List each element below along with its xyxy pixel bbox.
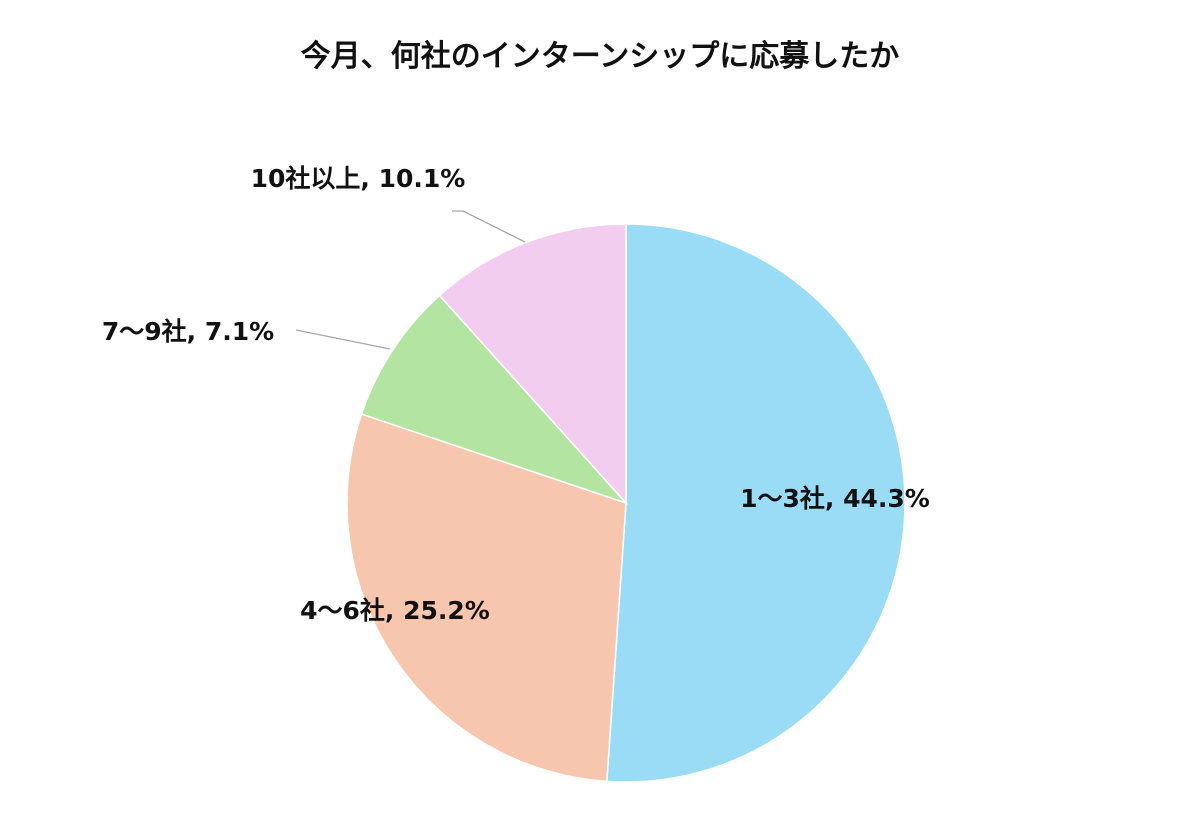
- pie-slice: [360, 294, 629, 505]
- pie-slices: [346, 223, 906, 783]
- leader-lines: [295, 210, 526, 350]
- data-labels: 1〜3社, 44.3% 4〜6社, 25.2% 7〜9社, 7.1% 10社以上, 1…: [102, 164, 930, 625]
- chart-title: 今月、何社のインターンシップに応募したか: [301, 39, 900, 74]
- leader-line: [295, 329, 391, 350]
- data-label: 1〜3社, 44.3%: [740, 484, 930, 513]
- data-label: 10社以上, 10.1%: [251, 164, 466, 193]
- pie-slice: [346, 413, 627, 783]
- data-label: 7〜9社, 7.1%: [102, 317, 274, 346]
- pie-slice: [606, 223, 906, 783]
- pie-slice: [438, 223, 627, 505]
- leader-line: [452, 210, 526, 243]
- data-label: 4〜6社, 25.2%: [300, 596, 490, 625]
